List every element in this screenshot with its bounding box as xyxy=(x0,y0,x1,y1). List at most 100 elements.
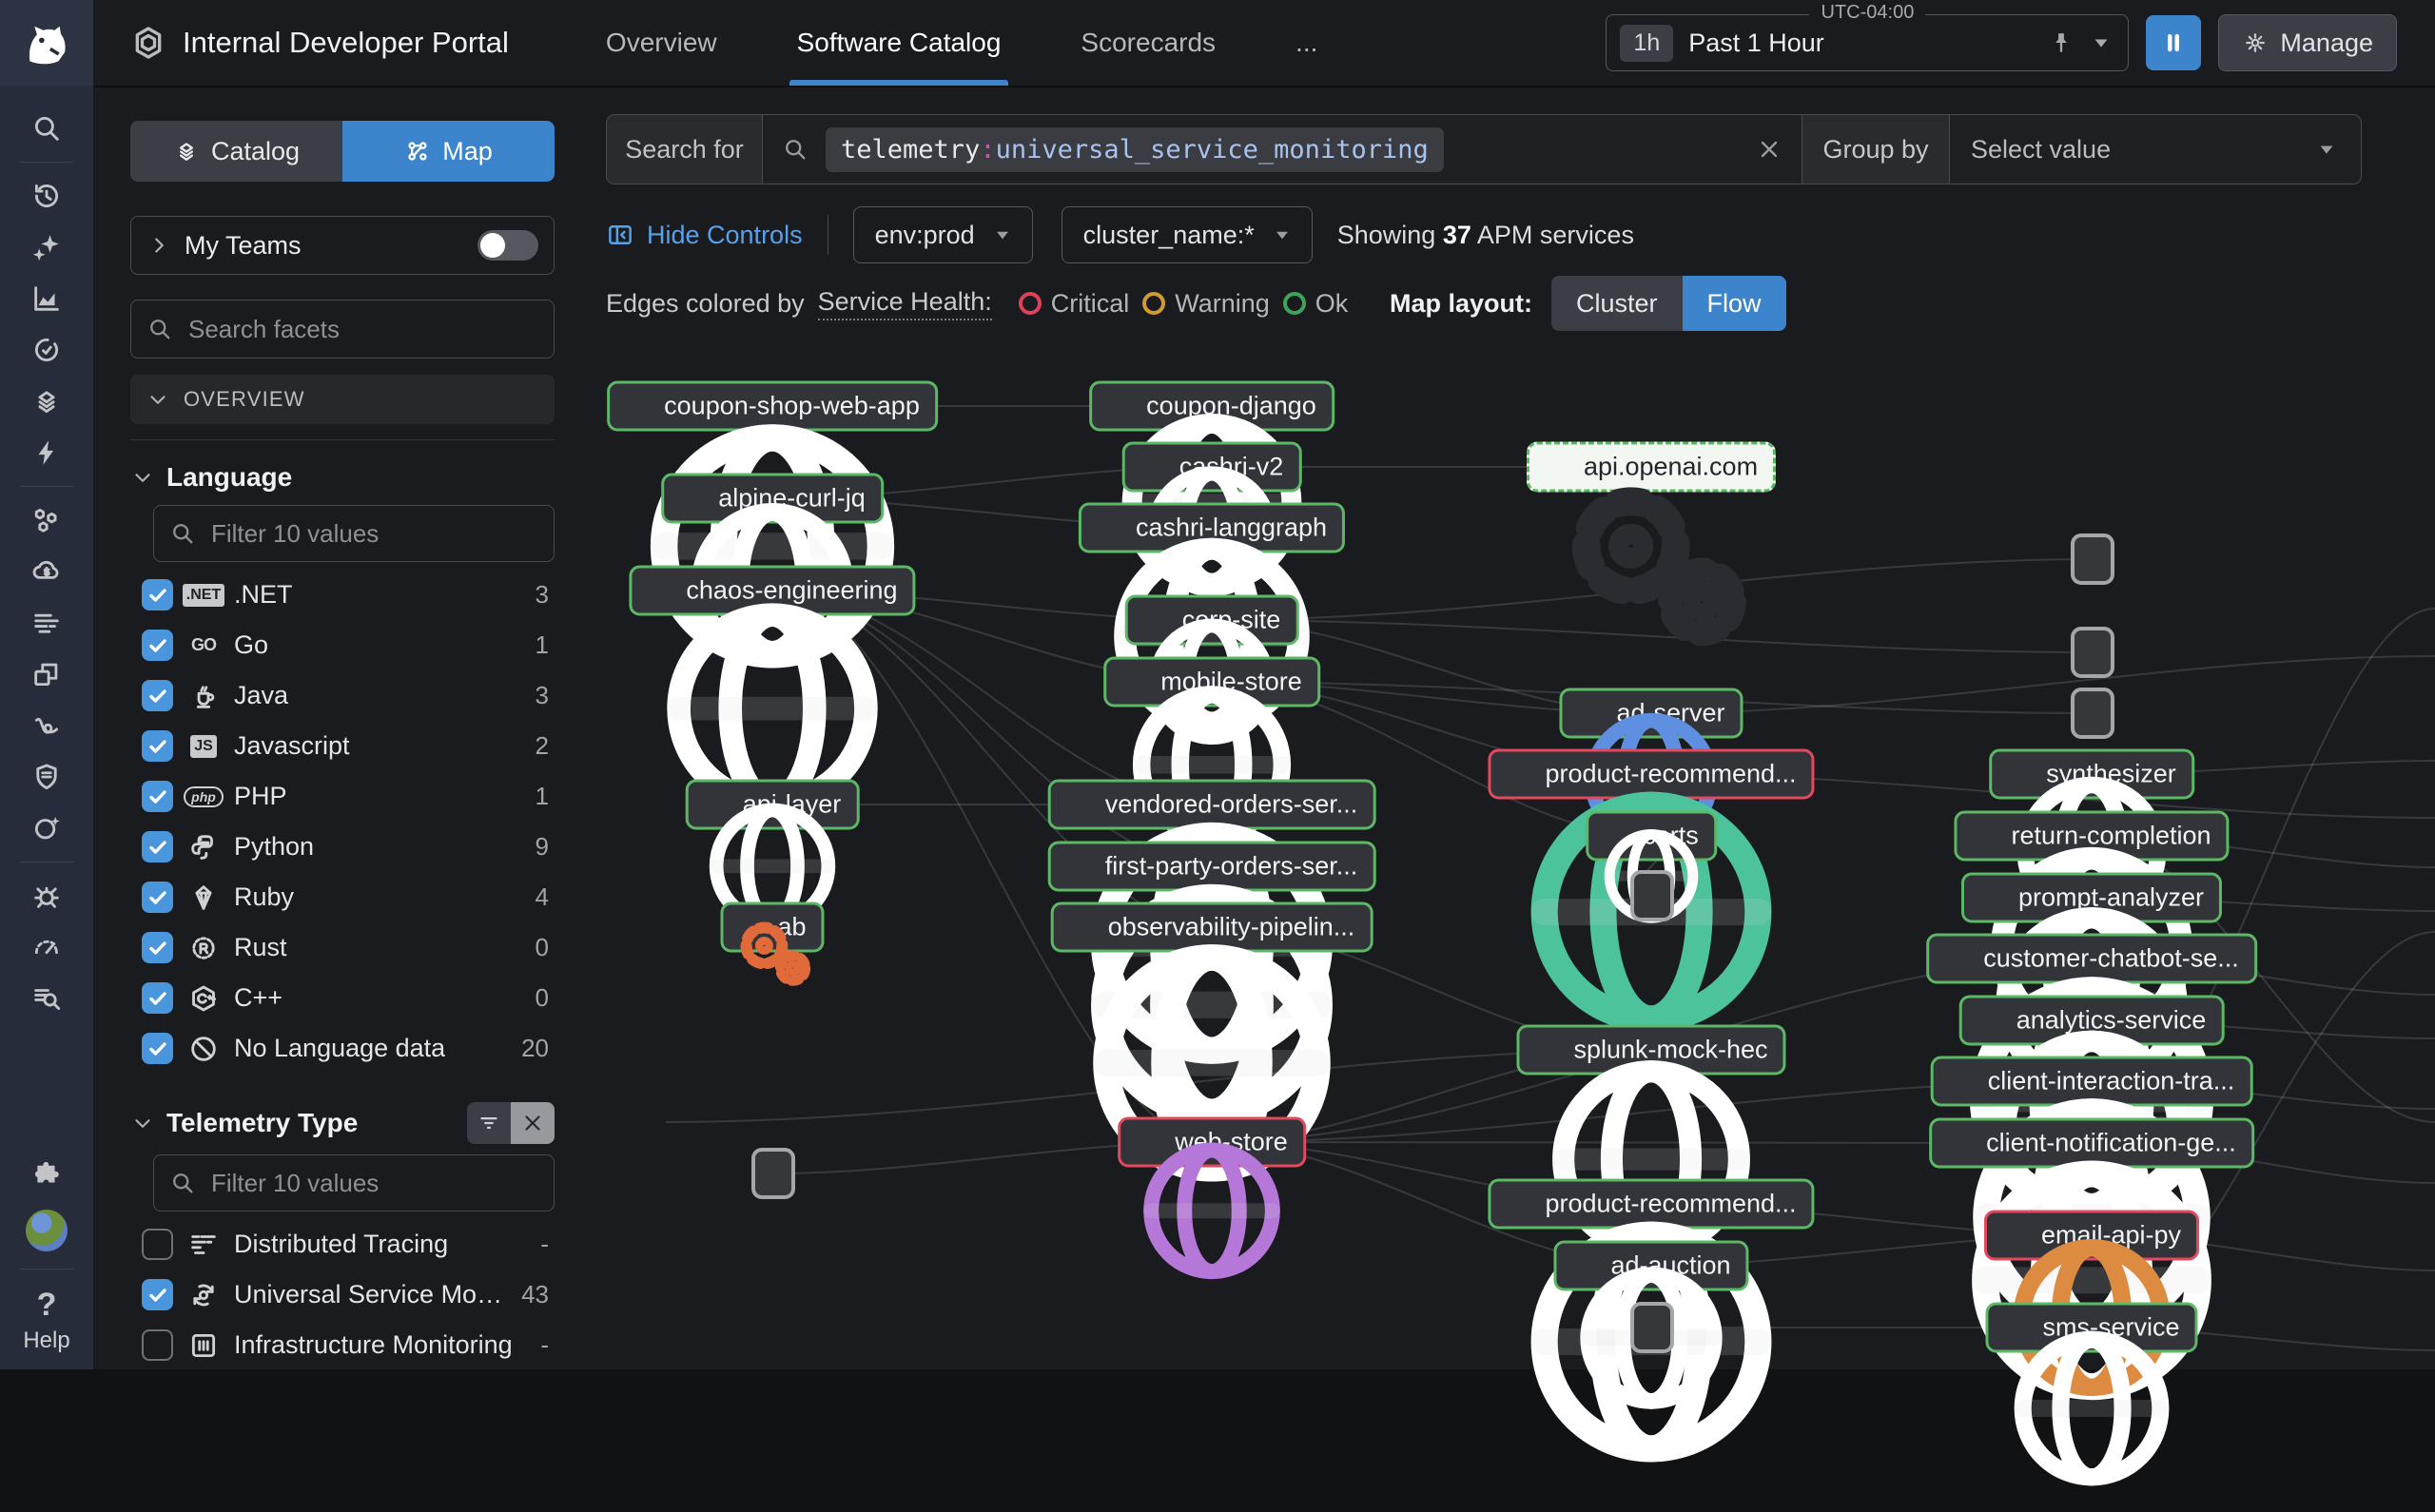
service-node[interactable]: api-layer xyxy=(685,779,860,929)
unnamed-service-node[interactable] xyxy=(2071,533,2114,585)
service-node[interactable]: alpine-curl-jq xyxy=(661,473,884,666)
checkbox[interactable] xyxy=(142,680,173,711)
service-node[interactable]: synthesizer xyxy=(1989,748,2194,926)
service-node[interactable]: product-recommend... xyxy=(1488,748,1815,1033)
facet-row[interactable]: GO Go 1 xyxy=(130,620,555,670)
facet-row[interactable]: Distributed Tracing - xyxy=(130,1219,555,1270)
checkbox[interactable] xyxy=(142,630,173,661)
facet-clear-button[interactable] xyxy=(511,1102,555,1144)
service-node[interactable]: mobile-store xyxy=(1103,656,1320,844)
service-node[interactable]: vendored-orders-ser... xyxy=(1047,779,1376,1064)
service-node[interactable]: chaos-engineering xyxy=(629,565,916,814)
integrations-icon[interactable] xyxy=(30,1158,63,1191)
service-node[interactable]: sms-service xyxy=(1985,1302,2198,1486)
checkbox[interactable] xyxy=(142,1229,173,1260)
unnamed-service-node[interactable] xyxy=(2071,627,2114,678)
checkbox[interactable] xyxy=(142,1033,173,1064)
layout-cluster-button[interactable]: Cluster xyxy=(1551,276,1683,331)
tab-overview[interactable]: Overview xyxy=(605,28,717,57)
history-icon[interactable] xyxy=(30,180,63,212)
bug-icon[interactable] xyxy=(30,880,63,912)
language-section-header[interactable]: Language xyxy=(130,458,555,496)
datadog-logo[interactable] xyxy=(0,0,93,86)
checkbox[interactable] xyxy=(142,579,173,611)
service-node[interactable]: client-interaction-tra... xyxy=(1930,1056,2253,1336)
log-search-icon[interactable] xyxy=(30,982,63,1015)
time-range-picker[interactable]: UTC-04:00 1h Past 1 Hour xyxy=(1606,2,2130,71)
user-avatar[interactable] xyxy=(26,1210,68,1251)
service-node[interactable]: coupon-shop-web-app xyxy=(607,380,938,669)
watchdog-icon[interactable] xyxy=(30,334,63,366)
map-view-button[interactable]: Map xyxy=(342,121,555,182)
overview-section-header[interactable]: OVERVIEW xyxy=(130,375,555,424)
facet-row[interactable]: Rust 0 xyxy=(130,922,555,973)
search-icon[interactable] xyxy=(30,112,63,145)
filter-dropdown[interactable]: env:prod xyxy=(852,206,1033,263)
facet-row[interactable]: No Language data 20 xyxy=(130,1023,555,1074)
checkbox[interactable] xyxy=(142,1329,173,1361)
checkbox[interactable] xyxy=(142,831,173,863)
apm-icon[interactable] xyxy=(30,709,63,742)
chevron-down-icon[interactable] xyxy=(2088,29,2114,56)
unnamed-service-node[interactable] xyxy=(1630,1302,1674,1353)
group-by-select[interactable]: Select value xyxy=(1949,115,2361,184)
tab-software-catalog[interactable]: Software Catalog xyxy=(757,0,1042,86)
facet-row[interactable]: php PHP 1 xyxy=(130,771,555,822)
service-node[interactable]: carts xyxy=(1586,810,1717,923)
service-node[interactable]: corp-site xyxy=(1124,594,1299,745)
service-node[interactable]: api.openai.com xyxy=(1526,441,1777,647)
unnamed-service-node[interactable] xyxy=(751,1148,795,1199)
pause-button[interactable] xyxy=(2146,15,2202,70)
service-node[interactable]: first-party-orders-ser... xyxy=(1047,841,1376,1126)
my-teams-row[interactable]: My Teams xyxy=(130,216,555,275)
pin-icon[interactable] xyxy=(2048,29,2075,56)
facet-row[interactable]: Universal Service Moni... 43 xyxy=(130,1270,555,1320)
service-node[interactable]: cashri-v2 xyxy=(1121,441,1302,597)
facet-row[interactable]: JS Javascript 2 xyxy=(130,721,555,771)
hide-controls-button[interactable]: Hide Controls xyxy=(606,221,803,250)
apps-icon[interactable] xyxy=(30,658,63,690)
service-node[interactable]: coupon-django xyxy=(1089,380,1334,593)
cloud-cost-icon[interactable] xyxy=(30,555,63,588)
service-node[interactable]: cashri-langgraph xyxy=(1078,502,1346,734)
checkbox[interactable] xyxy=(142,781,173,812)
service-node[interactable]: prompt-analyzer xyxy=(1960,872,2223,1099)
bolt-icon[interactable] xyxy=(30,436,63,469)
tab-[interactable]: ... xyxy=(1295,28,1318,57)
security-icon[interactable] xyxy=(30,761,63,793)
service-node[interactable]: observability-pipelin... xyxy=(1050,901,1373,1182)
time-range-chip[interactable]: 1h xyxy=(1620,24,1674,62)
telemetry-filter-input[interactable] xyxy=(209,1167,538,1199)
search-facets-input[interactable] xyxy=(186,313,538,345)
checkbox[interactable] xyxy=(142,730,173,762)
sparkles-icon[interactable] xyxy=(30,231,63,263)
service-node[interactable]: product-recommend... xyxy=(1488,1178,1815,1463)
legend-facet[interactable]: Service Health: xyxy=(817,287,992,320)
filter-dropdown[interactable]: cluster_name:* xyxy=(1061,206,1313,263)
unnamed-service-node[interactable] xyxy=(2071,688,2114,739)
facet-row[interactable]: .NET .NET 3 xyxy=(130,570,555,620)
checkbox[interactable] xyxy=(142,882,173,913)
facet-row[interactable]: Ruby 4 xyxy=(130,872,555,922)
facet-row[interactable]: Infrastructure Monitoring - xyxy=(130,1320,555,1369)
search-query-chip[interactable]: telemetry:universal_service_monitoring xyxy=(826,126,1444,172)
catalog-icon[interactable] xyxy=(30,385,63,417)
unnamed-service-node[interactable] xyxy=(1630,870,1674,921)
service-node[interactable]: return-completion xyxy=(1954,810,2230,1050)
facet-row[interactable]: C++ 0 xyxy=(130,973,555,1023)
service-mgmt-icon[interactable] xyxy=(30,812,63,844)
gauge-icon[interactable] xyxy=(30,931,63,963)
manage-button[interactable]: Manage xyxy=(2218,14,2397,71)
my-teams-toggle[interactable] xyxy=(477,230,538,261)
facet-filter-button[interactable] xyxy=(467,1102,511,1144)
clear-search-icon[interactable] xyxy=(1756,136,1782,163)
service-node[interactable]: web-store xyxy=(1118,1116,1306,1280)
layout-flow-button[interactable]: Flow xyxy=(1682,276,1786,331)
tab-scorecards[interactable]: Scorecards xyxy=(1081,28,1217,57)
telemetry-section-header[interactable]: Telemetry Type xyxy=(130,1100,555,1146)
infrastructure-icon[interactable] xyxy=(30,504,63,536)
language-filter-input[interactable] xyxy=(209,517,538,550)
facet-row[interactable]: Java 3 xyxy=(130,670,555,721)
service-node[interactable]: ad-server xyxy=(1559,688,1743,847)
catalog-view-button[interactable]: Catalog xyxy=(130,121,342,182)
